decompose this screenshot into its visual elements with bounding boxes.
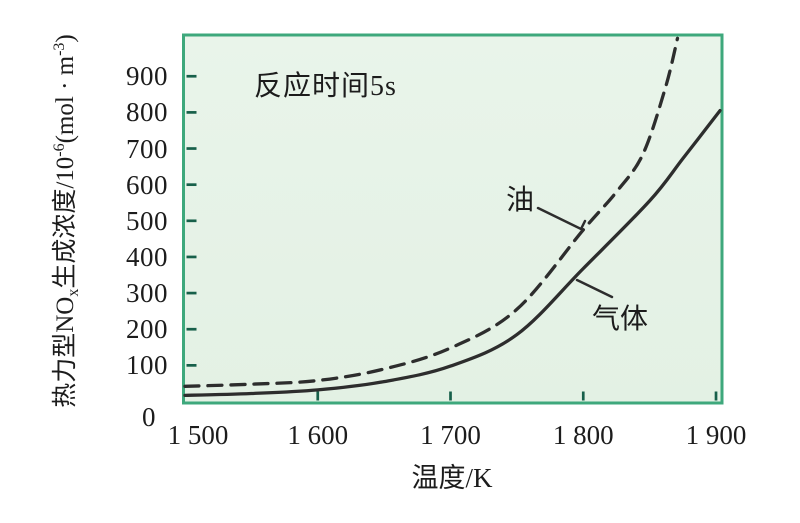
y-axis-title-subscript: x: [65, 288, 82, 297]
y-axis-title: 热力型NOx生成浓度/10-6(mol · m-3): [43, 0, 82, 446]
y-axis-title-superscript: -6: [51, 143, 68, 157]
y-tick-label: 900: [126, 61, 168, 92]
y-tick-label: 500: [126, 205, 168, 236]
series-label-oil: 油: [506, 185, 535, 216]
x-tick-label: 1 600: [287, 420, 349, 450]
annotation-reaction-time: 反应时间5s: [254, 71, 397, 102]
y-axis-title-text: 生成浓度/10: [52, 156, 79, 289]
x-tick-label: 1 800: [552, 420, 614, 450]
x-axis-title: 温度/K: [411, 463, 493, 493]
y-tick-label: 300: [126, 278, 168, 309]
y-tick-label: 700: [126, 133, 168, 164]
series-label-gas: 气体: [592, 304, 649, 335]
y-tick-label: 600: [126, 169, 168, 200]
y-tick-label: 200: [126, 314, 168, 345]
y-axis-title-text: ): [52, 34, 79, 43]
y-tick-label: 0: [142, 401, 156, 432]
series-curve-gas: [183, 108, 722, 398]
y-tick-label: 400: [126, 241, 168, 272]
y-axis-title-superscript: -3: [51, 42, 68, 56]
y-tick-label: 100: [126, 350, 168, 381]
y-axis-title-text: 热力型NO: [52, 296, 79, 408]
gas-callout-line: [575, 278, 614, 299]
x-tick-label: 1 900: [685, 420, 747, 450]
series-curve-oil: [183, 36, 680, 388]
x-tick-label: 1 500: [167, 420, 229, 450]
oil-callout-line: [536, 206, 587, 231]
y-tick-label: 800: [126, 97, 168, 128]
x-tick-label: 1 700: [420, 420, 481, 450]
y-axis-title-text: (mol · m: [52, 55, 79, 144]
